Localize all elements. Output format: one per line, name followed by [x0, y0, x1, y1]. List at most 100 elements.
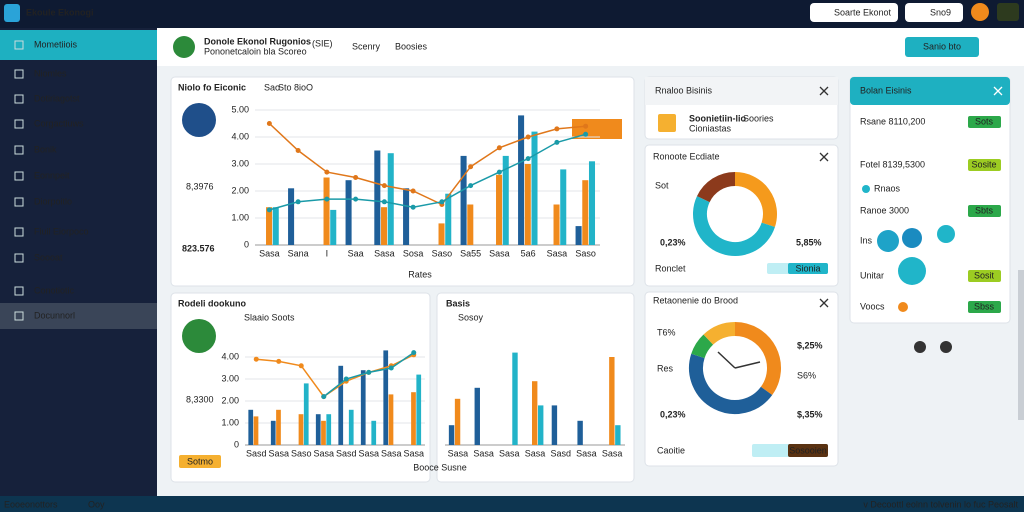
bar: [518, 115, 525, 246]
bar: [270, 420, 276, 445]
x-tick-label: Sosa: [403, 248, 424, 258]
legend-text: Sto 8ioO: [278, 82, 313, 92]
panel-balance: [849, 76, 1011, 324]
profile-icon[interactable]: [997, 3, 1019, 21]
revenue-button[interactable]: [179, 455, 221, 468]
line-point: [554, 126, 560, 132]
close-button[interactable]: [993, 86, 1003, 96]
x-tick-label: Sasa: [403, 448, 424, 458]
donut-label: Sot: [655, 180, 669, 190]
x-tick-label: Sana: [288, 248, 309, 258]
close-button[interactable]: [819, 298, 829, 308]
legend-text: Sosoy: [458, 312, 484, 322]
y-tick-label: 2.00: [231, 185, 249, 195]
line-point: [439, 199, 445, 205]
x-tick-label: I: [326, 248, 329, 258]
line-point: [298, 363, 304, 369]
sidebar-icon: [14, 69, 24, 79]
line-point: [295, 199, 301, 205]
sidebar-icon: [14, 145, 24, 155]
y-tick-label: 1.00: [231, 212, 249, 222]
bar: [609, 357, 615, 445]
y-tick-label: 4.00: [231, 131, 249, 141]
user-button-text: Sno9: [930, 7, 951, 17]
x-tick-label: Sasa: [473, 448, 494, 458]
bar: [387, 153, 394, 245]
y-tick-label: 3.00: [221, 373, 239, 383]
line-point: [381, 183, 387, 189]
bar: [388, 394, 394, 445]
bar: [383, 350, 389, 445]
close-button[interactable]: [819, 86, 829, 96]
line-point: [525, 156, 531, 162]
badge: [968, 270, 1001, 282]
sidebar-item: Niomles: [34, 68, 67, 78]
x-tick-label: Sasa: [576, 448, 597, 458]
line-point: [583, 123, 589, 129]
legend-text: Sao: [264, 82, 280, 92]
search-box[interactable]: [810, 3, 898, 22]
badge: [968, 116, 1001, 128]
bubbles: [862, 185, 955, 312]
action-button[interactable]: [905, 37, 979, 57]
close-button[interactable]: [819, 152, 829, 162]
bar: [467, 204, 474, 245]
line-point: [295, 148, 301, 153]
header-badge: (SIE): [312, 38, 333, 48]
x-tick-label: Sasa: [313, 448, 334, 458]
panel-title: Ronoote Ecdiate: [653, 151, 720, 161]
bar: [253, 416, 259, 445]
balance-label: Unitar: [860, 270, 884, 280]
sidebar-active[interactable]: [0, 30, 157, 60]
sidebar-icon: [14, 171, 24, 181]
donut-label: Res: [657, 363, 674, 373]
donut-label: S6%: [797, 370, 816, 380]
bar: [403, 188, 410, 245]
bar: [248, 409, 254, 445]
avatar[interactable]: [971, 3, 989, 21]
donut-segment: [696, 172, 736, 203]
bar-label: Sosooien: [789, 445, 827, 455]
panel-title: Rodeli dookuno: [178, 298, 246, 308]
bar: [338, 365, 344, 445]
sidebar-item: Dotiriagotst: [34, 93, 80, 103]
sidebar-icon: [14, 94, 24, 104]
donut-label: 0,23%: [660, 237, 686, 247]
sidebar-icon: [14, 40, 24, 50]
bar: [551, 405, 558, 445]
panel-donut2: [644, 291, 839, 467]
bar: [512, 352, 518, 445]
header-bar: [157, 28, 1024, 66]
summary-icon: [658, 114, 676, 132]
pager-prev[interactable]: [914, 341, 926, 353]
bar: [348, 409, 354, 445]
clock-hands: [717, 351, 761, 369]
bar: [582, 180, 589, 245]
user-button[interactable]: [905, 3, 963, 22]
donut-segment: [693, 196, 775, 256]
badge-text: Sosit: [974, 270, 995, 280]
sidebar-selected[interactable]: [0, 303, 157, 329]
pager-next[interactable]: [940, 341, 952, 353]
badge-text: Sbss: [974, 301, 995, 311]
donut2-bar-fill: [788, 444, 828, 457]
bar: [411, 392, 416, 445]
x-tick-label: Sasa: [358, 448, 379, 458]
summary-sub: Cioniastas: [689, 123, 732, 133]
x-tick-label: 5a6: [521, 248, 536, 258]
bar: [330, 209, 337, 245]
button-text: Sotmo: [187, 456, 213, 466]
balance-header: [850, 77, 1010, 105]
app-logo: [4, 4, 20, 22]
y-tick-label: 3.00: [231, 158, 249, 168]
bar: [323, 177, 330, 245]
sidebar-item: Eonnpeit: [34, 170, 70, 180]
donut-footer: Caoitie: [657, 445, 685, 455]
header-link: Boosies: [395, 41, 428, 51]
x-tick-label: Saa: [348, 248, 364, 258]
line-point: [353, 196, 359, 202]
line-point: [525, 134, 531, 140]
bar: [303, 383, 309, 445]
line-point: [343, 376, 349, 382]
